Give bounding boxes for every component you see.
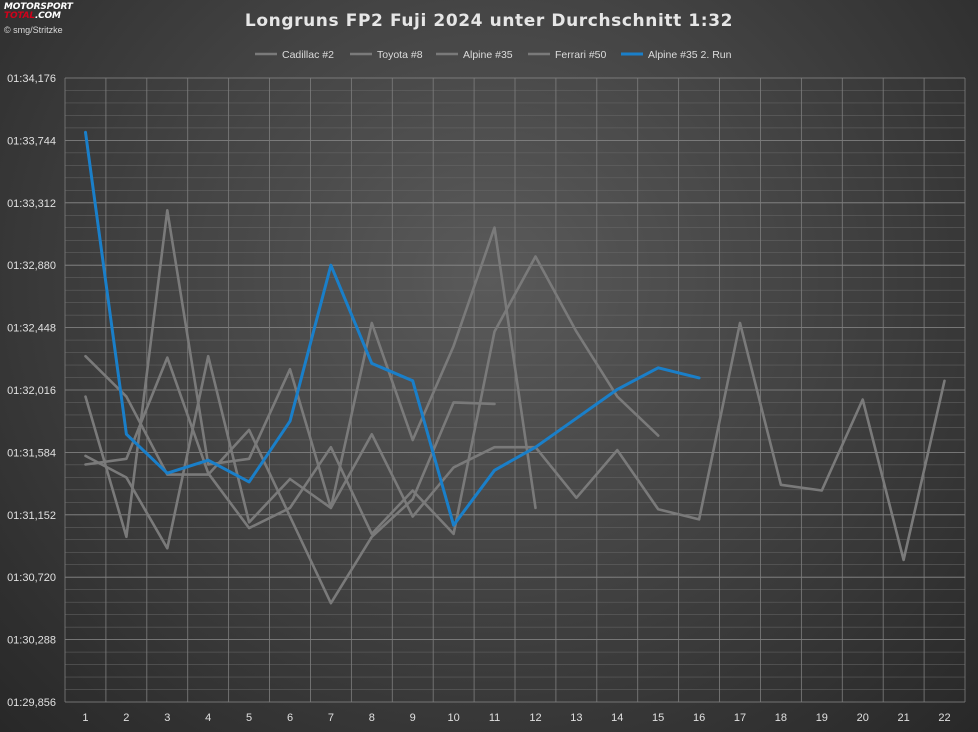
legend-label: Toyota #8 <box>377 49 423 61</box>
x-tick-label: 16 <box>693 712 705 724</box>
x-tick-label: 3 <box>164 712 170 724</box>
x-tick-label: 1 <box>82 712 88 724</box>
legend: Cadillac #2 Toyota #8 Alpine #35 Ferrari #5… <box>255 49 732 61</box>
x-tick-label: 13 <box>570 712 582 724</box>
x-tick-label: 4 <box>205 712 211 724</box>
x-tick-label: 7 <box>328 712 334 724</box>
y-tick-label: 01:29,856 <box>7 697 56 709</box>
photo-credit: © smg/Stritzke <box>4 25 63 35</box>
x-tick-label: 9 <box>410 712 416 724</box>
x-tick-label: 15 <box>652 712 664 724</box>
x-tick-label: 17 <box>734 712 746 724</box>
x-tick-label: 6 <box>287 712 293 724</box>
x-tick-label: 11 <box>489 712 500 724</box>
legend-label: Alpine #35 <box>463 49 513 61</box>
logo-line2a: TOTAL <box>4 11 35 21</box>
legend-label: Alpine #35 2. Run <box>648 49 732 61</box>
x-tick-label: 19 <box>816 712 828 724</box>
y-tick-label: 01:32,880 <box>7 260 56 272</box>
series-line-3 <box>84 321 946 562</box>
x-tick-label: 14 <box>611 712 623 724</box>
y-tick-label: 01:31,152 <box>7 510 56 522</box>
y-tick-label: 01:32,016 <box>7 385 56 397</box>
x-tick-label: 21 <box>898 712 910 724</box>
y-tick-label: 01:34,176 <box>7 73 56 85</box>
logo-line1: MOTORSPORT <box>4 2 73 12</box>
legend-label: Cadillac #2 <box>282 49 334 61</box>
grid-lines <box>64 77 966 703</box>
y-tick-label: 01:33,312 <box>7 198 56 210</box>
series-line-4 <box>84 354 496 605</box>
legend-label: Ferrari #50 <box>555 49 607 61</box>
x-tick-label: 10 <box>448 712 460 724</box>
y-tick-label: 01:32,448 <box>7 323 56 335</box>
logo-line2b: .COM <box>34 11 61 21</box>
x-tick-label: 12 <box>529 712 541 724</box>
x-axis-ticks: 1 2 3 4 5 6 7 8 9 10 11 12 13 14 15 16 17 18 19 20 21 22 <box>82 712 950 724</box>
series-lines <box>84 130 946 605</box>
series-line-5 <box>84 130 701 527</box>
y-axis-ticks: 01:29,856 01:30,288 01:30,720 01:31,152 01:3… <box>7 73 56 709</box>
logo-line2: TOTAL.COM <box>4 12 66 21</box>
series-line-1 <box>84 255 660 536</box>
y-tick-label: 01:31,584 <box>7 447 56 459</box>
x-tick-label: 22 <box>938 712 950 724</box>
x-tick-label: 18 <box>775 712 787 724</box>
x-tick-label: 8 <box>369 712 375 724</box>
x-tick-label: 2 <box>123 712 129 724</box>
x-tick-label: 5 <box>246 712 252 724</box>
y-tick-label: 01:30,288 <box>7 635 56 647</box>
x-tick-label: 20 <box>857 712 869 724</box>
y-tick-label: 01:33,744 <box>7 135 56 147</box>
y-tick-label: 01:30,720 <box>7 572 56 584</box>
motorsport-total-logo: MOTORSPORT TOTAL.COM <box>4 2 73 25</box>
series-line-2 <box>84 209 537 539</box>
chart-title: Longruns FP2 Fuji 2024 unter Durchschnit… <box>244 11 734 31</box>
